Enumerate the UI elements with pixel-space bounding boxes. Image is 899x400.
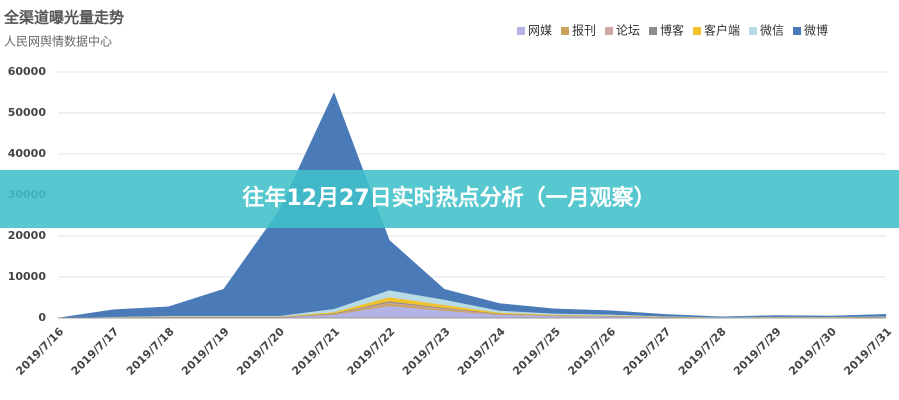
legend-swatch [561, 27, 569, 35]
legend-label: 报刊 [572, 23, 596, 38]
banner-band [0, 170, 899, 228]
chart-title: 全渠道曝光量走势 [3, 9, 124, 27]
legend-swatch [649, 27, 657, 35]
area [57, 92, 887, 319]
legend-label: 网媒 [528, 24, 552, 38]
y-tick-label: 10000 [8, 270, 47, 283]
legend-label: 客户端 [704, 23, 740, 38]
legend-label: 论坛 [616, 24, 640, 38]
y-tick-label: 40000 [8, 147, 47, 160]
chart-subtitle: 人民网舆情数据中心 [4, 34, 112, 49]
legend-swatch [693, 27, 701, 35]
legend-label: 微博 [804, 23, 828, 38]
y-tick-label: 50000 [8, 106, 47, 119]
y-tick-label: 60000 [8, 65, 47, 78]
legend-label: 博客 [660, 23, 684, 38]
y-tick-label: 0 [38, 311, 46, 324]
banner-text: 往年12月27日实时热点分析（一月观察） [242, 185, 655, 211]
legend-swatch [517, 27, 525, 35]
legend-label: 微信 [760, 24, 784, 38]
legend-swatch [793, 27, 801, 35]
y-tick-label: 20000 [8, 229, 47, 242]
legend-swatch [605, 27, 613, 35]
legend-swatch [749, 27, 757, 35]
